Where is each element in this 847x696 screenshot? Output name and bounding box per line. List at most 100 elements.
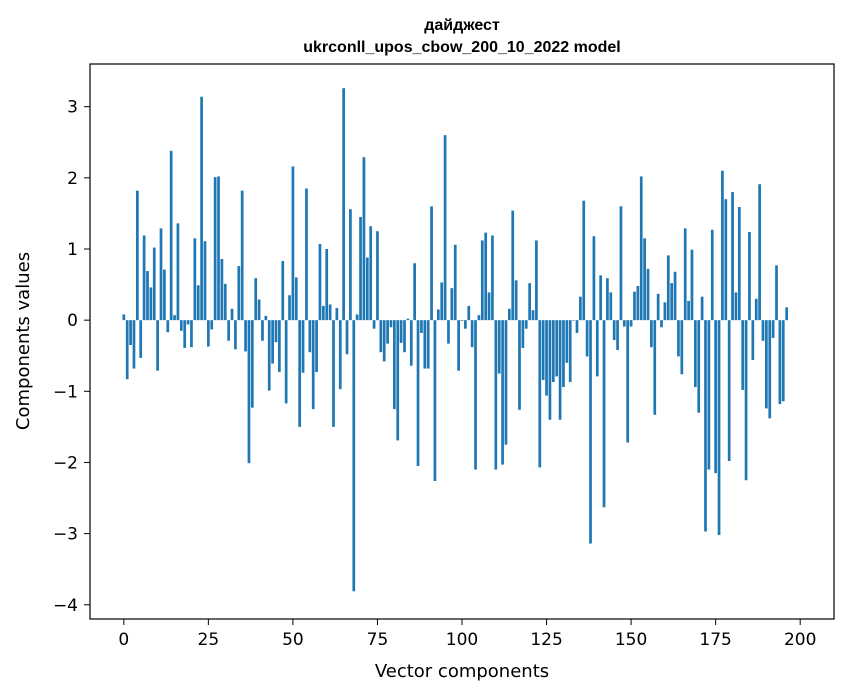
bar-65	[342, 88, 345, 321]
y-tick-label: −2	[53, 453, 78, 473]
bar-128	[555, 320, 559, 377]
bar-81	[396, 320, 400, 441]
bar-40	[257, 299, 261, 321]
bar-134	[575, 320, 579, 333]
bar-56	[311, 320, 315, 410]
bar-117	[518, 320, 521, 410]
bar-14	[169, 150, 173, 321]
bar-77	[382, 320, 386, 362]
bar-120	[528, 283, 531, 321]
bar-144	[609, 292, 613, 321]
bar-87	[416, 320, 420, 467]
bar-106	[480, 240, 484, 321]
bar-140	[595, 320, 599, 377]
bar-187	[754, 298, 758, 321]
x-tick-label: 175	[699, 630, 731, 650]
bar-103	[470, 320, 474, 348]
bar-18	[183, 320, 187, 348]
bar-168	[690, 249, 694, 321]
bar-93	[436, 309, 440, 321]
bar-22	[196, 285, 200, 321]
bar-186	[751, 320, 755, 360]
bar-8	[149, 287, 153, 321]
bar-130	[562, 320, 565, 388]
bar-105	[477, 315, 481, 321]
bar-0	[122, 314, 126, 321]
bar-175	[714, 320, 717, 474]
bar-6	[142, 235, 146, 321]
bar-20	[190, 320, 193, 348]
bar-24	[203, 241, 207, 321]
bar-80	[393, 320, 396, 410]
bar-141	[599, 275, 603, 321]
bar-165	[680, 320, 684, 375]
bar-21	[193, 238, 197, 321]
bar-174	[710, 229, 714, 321]
bar-139	[592, 236, 596, 321]
bar-42	[264, 315, 268, 321]
bar-149	[626, 320, 630, 443]
bar-163	[673, 271, 677, 321]
bar-95	[443, 135, 447, 321]
bar-59	[321, 305, 325, 321]
bar-136	[582, 200, 586, 321]
y-tick-label: 1	[67, 240, 78, 260]
bar-49	[288, 295, 291, 321]
bar-19	[186, 320, 190, 325]
bar-85	[409, 320, 413, 366]
y-tick-label: 2	[67, 169, 78, 189]
bars-group	[122, 88, 789, 592]
bar-44	[271, 320, 274, 364]
bar-33	[234, 320, 237, 350]
bar-166	[683, 228, 687, 321]
y-tick-label: −3	[53, 525, 78, 545]
bar-41	[261, 320, 264, 341]
bar-127	[551, 320, 555, 383]
bar-150	[629, 320, 633, 327]
bar-13	[166, 320, 170, 333]
bar-58	[318, 244, 322, 321]
bar-101	[464, 320, 467, 329]
bar-159	[660, 320, 663, 328]
bar-37	[247, 320, 251, 464]
bar-143	[606, 278, 609, 321]
bar-112	[501, 320, 504, 465]
bar-52	[298, 320, 302, 427]
y-tick-label: −4	[53, 596, 78, 616]
bar-4	[135, 190, 139, 321]
bar-160	[663, 302, 667, 321]
bar-104	[474, 320, 477, 470]
bar-48	[284, 320, 288, 404]
bar-129	[558, 320, 562, 420]
bar-9	[152, 247, 156, 321]
x-tick-label: 200	[784, 630, 816, 650]
bar-153	[639, 176, 643, 321]
bar-108	[487, 292, 491, 321]
bar-177	[721, 170, 724, 321]
bar-113	[504, 320, 508, 445]
bar-1	[125, 320, 129, 380]
bar-43	[267, 320, 271, 391]
bar-72	[365, 257, 369, 321]
bar-196	[785, 307, 789, 321]
bar-45	[274, 320, 278, 343]
bar-142	[602, 320, 606, 508]
bar-126	[548, 320, 552, 420]
bar-25	[207, 320, 210, 347]
x-tick-label: 150	[615, 630, 647, 650]
bar-131	[565, 320, 569, 363]
bar-151	[633, 291, 636, 321]
bar-125	[545, 320, 548, 396]
bar-94	[440, 282, 444, 321]
bar-63	[335, 308, 339, 321]
bar-121	[531, 310, 535, 321]
bar-16	[176, 223, 180, 321]
x-tick-label: 0	[118, 630, 129, 650]
bar-15	[173, 315, 176, 321]
bar-179	[727, 320, 731, 462]
bar-69	[355, 314, 359, 321]
bar-167	[687, 300, 690, 321]
bar-34	[237, 266, 241, 321]
bar-76	[379, 320, 383, 353]
